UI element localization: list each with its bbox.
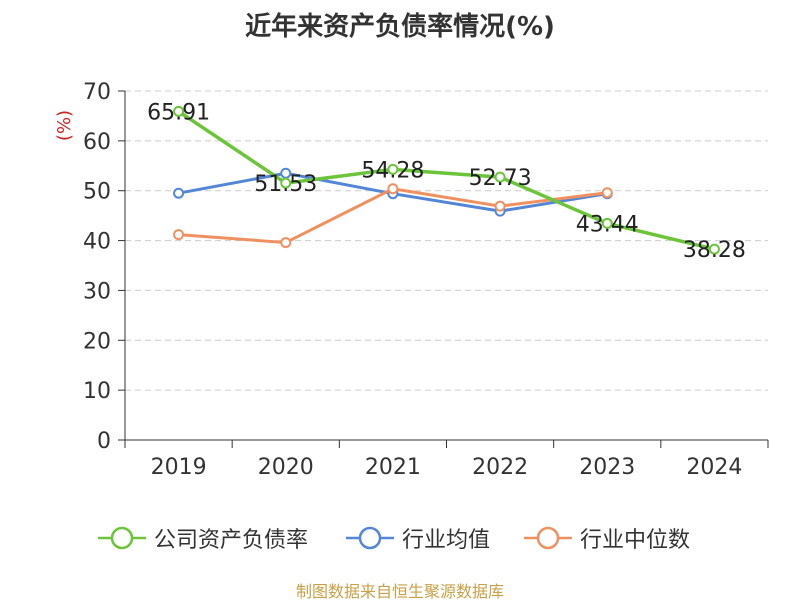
y-tick-label: 0 <box>97 429 111 454</box>
legend-marker-industry-median <box>524 526 572 550</box>
x-tick-label: 2022 <box>472 455 528 480</box>
data-label: 54.28 <box>361 158 424 183</box>
data-label: 43.44 <box>576 212 639 237</box>
grid-lines <box>125 90 768 391</box>
data-point <box>601 217 613 229</box>
data-label: 38.28 <box>683 238 746 263</box>
data-point <box>387 183 399 195</box>
data-point <box>173 105 185 117</box>
legend-label-industry-average: 行业均值 <box>402 528 491 553</box>
y-tick-label: 50 <box>83 180 111 205</box>
data-label: 51.53 <box>254 172 317 197</box>
series-line-0 <box>177 109 715 251</box>
data-point <box>173 229 185 241</box>
data-point <box>601 187 613 199</box>
axes: 0 10 20 30 40 50 60 70 2019 2020 2021 2022 2023 2024 (… <box>54 80 769 480</box>
chart-title: 近年来资产负债率情况(%) <box>245 12 555 42</box>
data-point <box>173 187 185 199</box>
x-tick-label: 2021 <box>365 455 421 480</box>
legend: 公司资产负债率 行业均值 行业中位数 <box>0 518 800 558</box>
data-point <box>387 163 399 175</box>
series-lines <box>173 105 720 255</box>
source-note: 制图数据来自恒生聚源数据库 <box>295 582 504 601</box>
legend-label-industry-median: 行业中位数 <box>580 528 691 553</box>
line-chart: 0 10 20 30 40 50 60 70 2019 2020 2021 2022 2023 2024 (… <box>54 80 769 480</box>
legend-marker-company <box>98 526 146 550</box>
legend-marker-industry-average <box>346 526 394 550</box>
legend-item-industry-median[interactable]: 行业中位数 <box>524 518 690 558</box>
data-point <box>494 171 506 183</box>
x-tick-label: 2024 <box>686 455 742 480</box>
legend-label-company: 公司资产负债率 <box>154 528 309 553</box>
y-axis-label: (%) <box>54 110 75 141</box>
data-point <box>708 243 720 255</box>
y-tick-label: 30 <box>83 279 111 304</box>
data-point <box>280 177 292 189</box>
x-tick-label: 2020 <box>258 455 314 480</box>
y-tick-label: 20 <box>83 329 111 354</box>
data-labels: 65.91 51.53 54.28 52.73 43.44 38.28 <box>147 100 746 263</box>
x-tick-label: 2023 <box>579 455 635 480</box>
y-tick-label: 10 <box>83 379 111 404</box>
y-tick-label: 70 <box>83 80 111 105</box>
legend-item-company[interactable]: 公司资产负债率 <box>98 518 308 558</box>
data-point <box>494 200 506 212</box>
x-tick-label: 2019 <box>151 455 207 480</box>
y-tick-label: 40 <box>83 230 111 255</box>
data-label: 65.91 <box>147 100 210 125</box>
data-point <box>280 237 292 249</box>
legend-item-industry-average[interactable]: 行业均值 <box>346 518 490 558</box>
y-tick-label: 60 <box>83 130 111 155</box>
data-label: 52.73 <box>469 166 532 191</box>
